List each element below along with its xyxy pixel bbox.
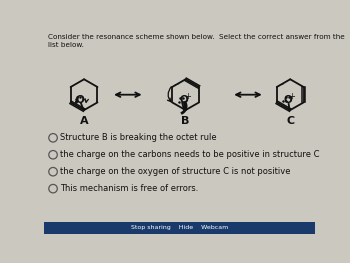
Text: B: B (181, 116, 190, 126)
Text: the charge on the carbons needs to be positive in structure C: the charge on the carbons needs to be po… (60, 150, 320, 159)
Text: O: O (284, 95, 292, 105)
Text: ⁻: ⁻ (174, 82, 178, 92)
Text: O: O (180, 95, 188, 105)
Text: the charge on the oxygen of structure C is not positive: the charge on the oxygen of structure C … (60, 167, 290, 176)
Text: +: + (184, 92, 191, 101)
Bar (44, 222, 315, 234)
Text: Stop sharing    Hide    Webcam: Stop sharing Hide Webcam (131, 225, 228, 230)
Text: Structure B is breaking the octet rule: Structure B is breaking the octet rule (60, 133, 217, 142)
Text: list below.: list below. (48, 42, 84, 48)
Text: C: C (286, 116, 294, 126)
Text: +: + (288, 92, 295, 101)
Text: Consider the resonance scheme shown below.  Select the correct answer from the: Consider the resonance scheme shown belo… (48, 34, 344, 40)
Text: A: A (80, 116, 88, 126)
Text: ⁻: ⁻ (278, 82, 283, 92)
Text: O: O (75, 95, 84, 105)
Text: This mechanism is free of errors.: This mechanism is free of errors. (60, 184, 198, 193)
